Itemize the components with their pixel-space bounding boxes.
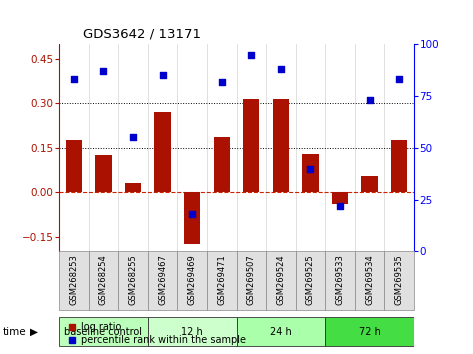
Bar [148,251,177,310]
Bar [125,183,141,192]
Text: GSM268254: GSM268254 [99,255,108,305]
Text: GSM268253: GSM268253 [70,255,79,306]
Point [159,73,166,78]
Bar [325,251,355,310]
Bar [184,192,200,244]
Point [129,135,137,140]
Text: GSM269524: GSM269524 [276,255,285,305]
Bar [296,251,325,310]
Point [188,211,196,217]
Bar [148,318,236,346]
Text: GSM269471: GSM269471 [217,255,226,305]
Bar [236,318,325,346]
Point [307,166,314,171]
Text: GSM269467: GSM269467 [158,255,167,306]
Bar [236,251,266,310]
Bar [391,141,407,192]
Text: 12 h: 12 h [181,327,203,337]
Text: ▶: ▶ [30,327,38,337]
Bar [243,99,259,192]
Bar [355,251,384,310]
Bar [214,137,230,192]
Bar [89,251,118,310]
Bar [266,251,296,310]
Point [336,203,344,209]
Text: GSM269534: GSM269534 [365,255,374,305]
Bar [66,141,82,192]
Bar [273,99,289,192]
Bar [332,192,348,204]
Text: 24 h: 24 h [270,327,292,337]
Bar [118,251,148,310]
Text: 72 h: 72 h [359,327,380,337]
Bar [361,176,377,192]
Text: GSM269533: GSM269533 [335,255,344,306]
Text: time: time [2,327,26,337]
Legend: log ratio, percentile rank within the sample: log ratio, percentile rank within the sa… [64,319,249,349]
Point [218,79,226,84]
Text: baseline control: baseline control [64,327,142,337]
Point [100,68,107,74]
Text: GSM269525: GSM269525 [306,255,315,305]
Bar [177,251,207,310]
Point [395,76,403,82]
Point [277,66,285,72]
Text: GSM268255: GSM268255 [129,255,138,305]
Text: GSM269469: GSM269469 [188,255,197,305]
Point [247,52,255,57]
Text: GDS3642 / 13171: GDS3642 / 13171 [83,28,201,41]
Bar [384,251,414,310]
Point [70,76,78,82]
Point [366,97,373,103]
Bar [59,251,89,310]
Text: GSM269535: GSM269535 [394,255,403,305]
Text: GSM269507: GSM269507 [247,255,256,305]
Bar [96,155,112,192]
Bar [155,112,171,192]
Bar [59,318,148,346]
Bar [325,318,414,346]
Bar [207,251,236,310]
Bar [302,154,318,192]
